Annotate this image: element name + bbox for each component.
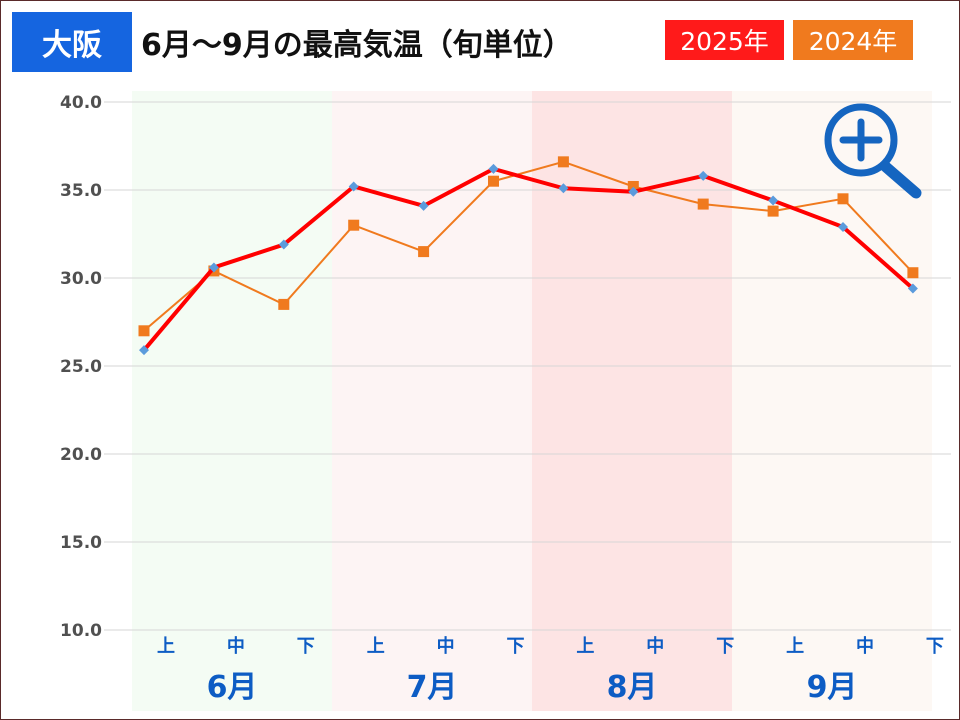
legend-2025: 2025年 — [665, 20, 784, 60]
zoom-in-magnifier-icon[interactable] — [821, 101, 925, 203]
y-tick-label: 10.0 — [60, 621, 102, 641]
month-band-1 — [132, 91, 332, 711]
y-tick-label: 30.0 — [60, 269, 102, 289]
month-label: 6月 — [207, 670, 258, 705]
data-point-2024 — [697, 198, 709, 210]
x-tick-label: 中 — [646, 635, 664, 657]
city-badge: 大阪 — [12, 12, 132, 72]
data-point-2024 — [348, 219, 360, 231]
data-point-2024 — [278, 298, 290, 310]
month-band-2 — [332, 91, 532, 711]
x-tick-label: 上 — [786, 636, 804, 657]
data-point-2025 — [698, 170, 709, 181]
data-point-2024 — [627, 180, 639, 192]
data-point-2025 — [907, 283, 918, 294]
month-label: 8月 — [607, 670, 658, 705]
x-tick-label: 上 — [367, 636, 385, 657]
x-tick-label: 下 — [926, 636, 944, 657]
y-tick-label: 20.0 — [60, 445, 102, 465]
data-point-2025 — [139, 345, 149, 356]
x-tick-label: 下 — [297, 636, 315, 657]
month-label: 9月 — [807, 670, 858, 705]
x-tick-label: 中 — [856, 635, 874, 657]
x-tick-label: 下 — [507, 636, 525, 657]
x-tick-label: 上 — [157, 636, 175, 657]
x-tick-label: 中 — [227, 635, 245, 657]
x-tick-label: 中 — [437, 635, 455, 657]
data-point-2024 — [557, 156, 569, 168]
data-point-2025 — [628, 186, 639, 197]
data-point-2024 — [837, 193, 849, 205]
data-point-2025 — [488, 163, 499, 174]
data-point-2024 — [418, 246, 430, 258]
data-point-2024 — [907, 267, 919, 279]
series-line-2024 — [143, 160, 914, 332]
month-band-4 — [732, 91, 932, 711]
data-point-2024 — [138, 325, 150, 337]
legend-2024: 2024年 — [793, 20, 913, 60]
data-point-2025 — [348, 181, 359, 192]
y-tick-label: 35.0 — [60, 181, 102, 201]
data-point-2025 — [278, 239, 289, 250]
data-point-2025 — [418, 200, 429, 211]
series-line-2025 — [142, 166, 915, 352]
data-point-2024 — [767, 205, 779, 217]
data-point-2025 — [208, 262, 219, 273]
data-point-2025 — [558, 183, 569, 194]
x-tick-label: 下 — [716, 636, 734, 657]
data-point-2025 — [838, 221, 848, 232]
data-point-2024 — [488, 175, 499, 187]
chart-title: 6月〜9月の最高気温（旬単位） — [141, 28, 573, 63]
month-label: 7月 — [407, 670, 458, 705]
y-tick-label: 15.0 — [60, 533, 102, 553]
y-tick-label: 40.0 — [60, 93, 102, 113]
x-tick-label: 上 — [576, 636, 594, 657]
y-tick-label: 25.0 — [60, 357, 102, 377]
data-point-2025 — [768, 195, 779, 206]
